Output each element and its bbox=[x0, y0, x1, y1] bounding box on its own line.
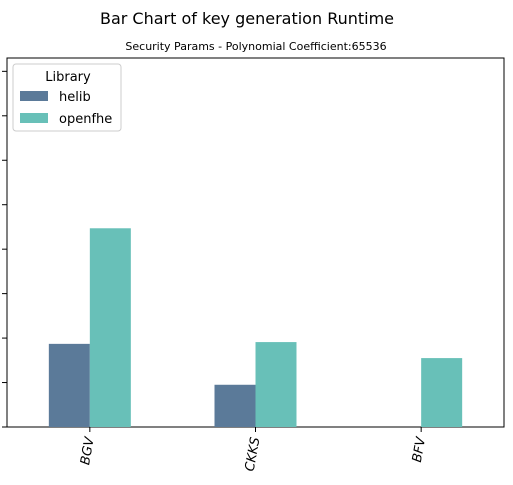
legend-title: Library bbox=[45, 70, 91, 85]
bar-openfhe-ckks bbox=[255, 342, 297, 427]
bars bbox=[48, 228, 463, 427]
legend: Library helib openfhe bbox=[12, 63, 122, 132]
chart-title: Bar Chart of key generation Runtime bbox=[100, 9, 394, 28]
x-tick-label-ckks: CKKS bbox=[243, 436, 264, 472]
x-axis: BGV CKKS BFV bbox=[78, 427, 429, 473]
y-axis bbox=[2, 70, 7, 428]
bar-openfhe-bgv bbox=[89, 228, 131, 427]
x-tick-label-bfv: BFV bbox=[410, 435, 429, 464]
bar-openfhe-bfv bbox=[421, 358, 463, 427]
legend-label-helib: helib bbox=[59, 90, 91, 105]
bar-helib-ckks bbox=[214, 384, 256, 427]
legend-swatch-openfhe bbox=[20, 113, 48, 123]
chart-subtitle: Security Params - Polynomial Coefficient… bbox=[125, 40, 386, 53]
legend-label-openfhe: openfhe bbox=[59, 112, 112, 127]
x-tick-label-bgv: BGV bbox=[78, 435, 98, 466]
legend-swatch-helib bbox=[20, 91, 48, 101]
bar-helib-bgv bbox=[48, 343, 90, 427]
